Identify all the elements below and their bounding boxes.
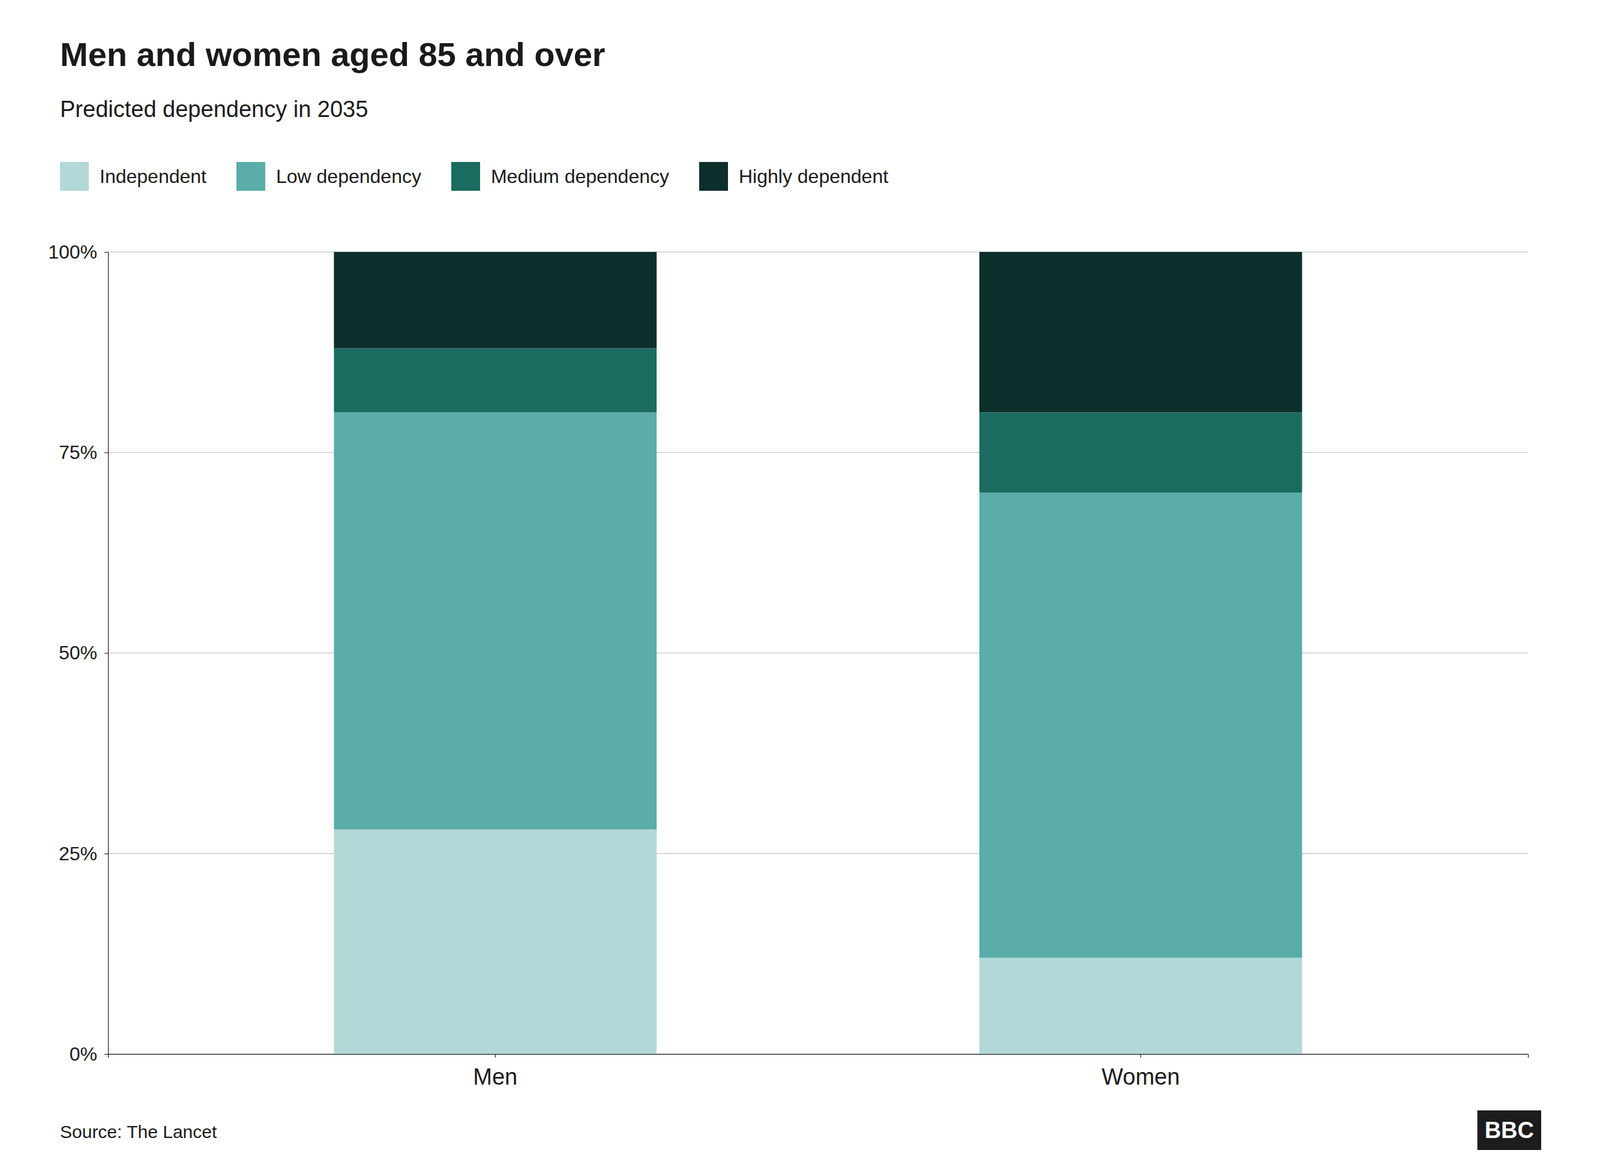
x-axis-line bbox=[108, 1055, 1529, 1059]
y-tick-mark bbox=[104, 252, 109, 253]
legend-item: Highly dependent bbox=[699, 162, 889, 191]
bar-series bbox=[333, 252, 1302, 413]
x-tick-label: Women bbox=[1101, 1064, 1180, 1090]
legend: Independent Low dependency Medium dependen… bbox=[60, 162, 889, 191]
y-tick-label: 100% bbox=[48, 241, 98, 263]
y-tick: 50% bbox=[58, 642, 109, 664]
subtitle: Predicted dependency in 2035 bbox=[60, 96, 368, 122]
x-tick: Women bbox=[1101, 1054, 1180, 1090]
x-tick-label: Men bbox=[472, 1064, 518, 1090]
legend-swatch bbox=[451, 162, 481, 191]
bar bbox=[979, 252, 1303, 413]
bar bbox=[979, 412, 1303, 493]
y-axis-line bbox=[104, 252, 109, 1056]
chart-container: Men and women aged 85 and over Predicted … bbox=[0, 0, 1600, 1174]
grid-line bbox=[108, 452, 1528, 454]
y-tick: 25% bbox=[58, 842, 109, 865]
bar bbox=[333, 252, 657, 349]
title: Men and women aged 85 and over bbox=[60, 35, 606, 74]
x-tick-mark bbox=[495, 1054, 496, 1059]
grid-line bbox=[108, 251, 1528, 253]
y-tick-mark bbox=[104, 653, 109, 655]
legend-swatch bbox=[699, 162, 728, 191]
y-tick-mark bbox=[104, 1054, 109, 1056]
logo-box bbox=[1477, 1110, 1542, 1151]
y-tick: 75% bbox=[58, 441, 109, 464]
y-tick-label: 25% bbox=[58, 842, 98, 865]
chart-svg: Men and women aged 85 and over Predicted … bbox=[0, 0, 1600, 1174]
bars bbox=[333, 252, 1302, 1055]
x-tick: Men bbox=[472, 1054, 518, 1090]
y-tick-label: 0% bbox=[69, 1043, 98, 1066]
legend-swatch bbox=[60, 162, 89, 191]
legend-item: Low dependency bbox=[236, 162, 422, 191]
y-tick-mark bbox=[104, 452, 109, 454]
y-tick: 0% bbox=[69, 1043, 109, 1066]
bar bbox=[333, 348, 657, 413]
bar bbox=[333, 830, 657, 1055]
plot-area: 0% 25% 50% 75% 100% Men Women bbox=[48, 241, 1528, 1090]
y-tick-label: 75% bbox=[58, 441, 98, 464]
grid bbox=[108, 252, 1528, 1055]
logo-text: BBC bbox=[1484, 1118, 1534, 1144]
legend-swatch bbox=[236, 162, 266, 191]
legend-item: Independent bbox=[60, 162, 207, 191]
legend-label: Low dependency bbox=[276, 165, 422, 188]
bar-series bbox=[333, 412, 1302, 958]
x-axis: Men Women bbox=[108, 1054, 1529, 1090]
grid-line bbox=[108, 652, 1528, 655]
legend-label: Medium dependency bbox=[490, 165, 670, 188]
y-tick-mark bbox=[104, 854, 109, 855]
legend-label: Highly dependent bbox=[738, 165, 889, 188]
logo: BBC bbox=[1477, 1110, 1542, 1151]
legend-item: Medium dependency bbox=[451, 162, 670, 191]
legend-label: Independent bbox=[99, 165, 207, 188]
y-tick-label: 50% bbox=[58, 642, 98, 664]
bar bbox=[979, 492, 1303, 958]
x-tick-mark bbox=[1140, 1054, 1141, 1059]
bar bbox=[333, 412, 657, 830]
bar bbox=[979, 958, 1303, 1055]
y-axis: 0% 25% 50% 75% 100% bbox=[48, 241, 109, 1066]
grid-line bbox=[108, 853, 1528, 855]
y-tick: 100% bbox=[48, 241, 109, 263]
source: Source: The Lancet bbox=[60, 1122, 218, 1143]
